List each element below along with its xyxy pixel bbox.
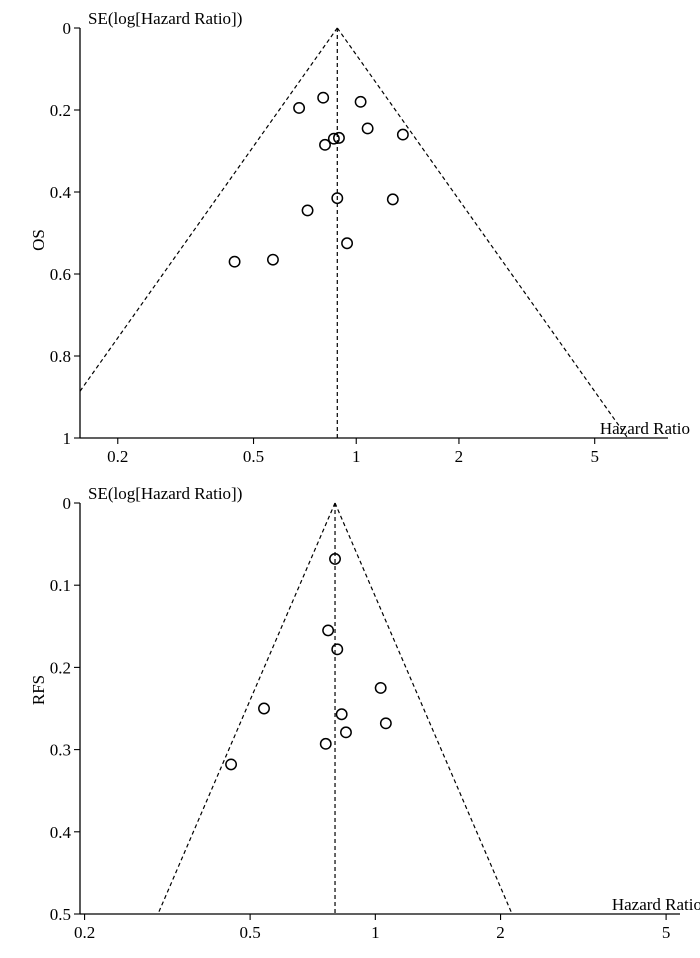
data-point <box>228 255 241 268</box>
x-tick-label: 2 <box>455 447 464 466</box>
funnel-lines <box>157 502 513 914</box>
funnel-right-line <box>336 27 629 438</box>
y-tick-label: 0 <box>63 494 72 513</box>
x-tick-label: 5 <box>590 447 599 466</box>
funnel-right-line <box>334 502 513 914</box>
y-axis-label: RFS <box>29 675 48 705</box>
data-point <box>327 132 340 145</box>
x-tick-label: 0.5 <box>239 923 260 942</box>
y-tick-label: 1 <box>63 429 72 448</box>
y-tick-label: 0.8 <box>50 347 71 366</box>
funnel-left-line <box>80 27 338 393</box>
data-point <box>374 682 387 694</box>
data-point <box>329 552 341 565</box>
y-axis-title: SE(log[Hazard Ratio]) <box>88 484 242 503</box>
y-tick-label: 0.4 <box>50 183 72 202</box>
data-point <box>317 91 330 104</box>
x-tick-label: 1 <box>371 923 380 942</box>
y-tick-label: 0.1 <box>50 576 71 595</box>
y-axis-label: OS <box>29 229 48 251</box>
data-point <box>335 708 348 721</box>
y-tick-label: 0 <box>63 19 72 38</box>
funnel-left-line <box>157 502 336 914</box>
y-tick-label: 0.2 <box>50 658 71 677</box>
x-axis-title: Hazard Ratio <box>600 419 690 438</box>
y-tick-label: 0.5 <box>50 905 71 924</box>
x-axis-title: Hazard Ratio <box>612 895 700 914</box>
data-point <box>361 122 374 135</box>
data-point <box>319 737 332 750</box>
data-point <box>319 138 331 151</box>
y-tick-label: 0.2 <box>50 101 71 120</box>
data-point <box>225 758 238 771</box>
funnel-lines <box>80 27 629 438</box>
data-point <box>341 237 354 250</box>
x-tick-label: 0.5 <box>243 447 264 466</box>
data-point <box>340 726 352 739</box>
data-point <box>333 131 345 144</box>
y-tick-label: 0.3 <box>50 741 71 760</box>
y-axis-title: SE(log[Hazard Ratio]) <box>88 9 242 28</box>
rfs-funnel-plot: 00.10.20.30.40.50.2 0.5 1 2 5SE(log[Hazard R… <box>29 484 700 942</box>
data-point <box>386 193 399 206</box>
data-point <box>322 624 335 637</box>
data-point <box>331 192 344 205</box>
data-point <box>354 95 367 108</box>
x-tick-label: 2 <box>496 923 505 942</box>
data-point <box>301 204 314 217</box>
data-point <box>396 128 409 141</box>
os-funnel-plot: 0 0.2 0.4 0.6 0.8 1 0.2 0.5 1 2 5 SE(log[Hazard Rat… <box>29 9 690 466</box>
x-tick-label: 1 <box>352 447 361 466</box>
x-tick-label: 5 <box>662 923 671 942</box>
y-tick-label: 0.6 <box>50 265 71 284</box>
x-tick-label: 0.2 <box>107 447 128 466</box>
data-point <box>293 102 306 114</box>
x-tick-label: 0.2 <box>74 923 95 942</box>
data-point <box>331 643 344 656</box>
data-point <box>379 717 392 730</box>
data-point <box>258 702 270 715</box>
data-point <box>266 253 279 266</box>
y-tick-label: 0.4 <box>50 823 72 842</box>
